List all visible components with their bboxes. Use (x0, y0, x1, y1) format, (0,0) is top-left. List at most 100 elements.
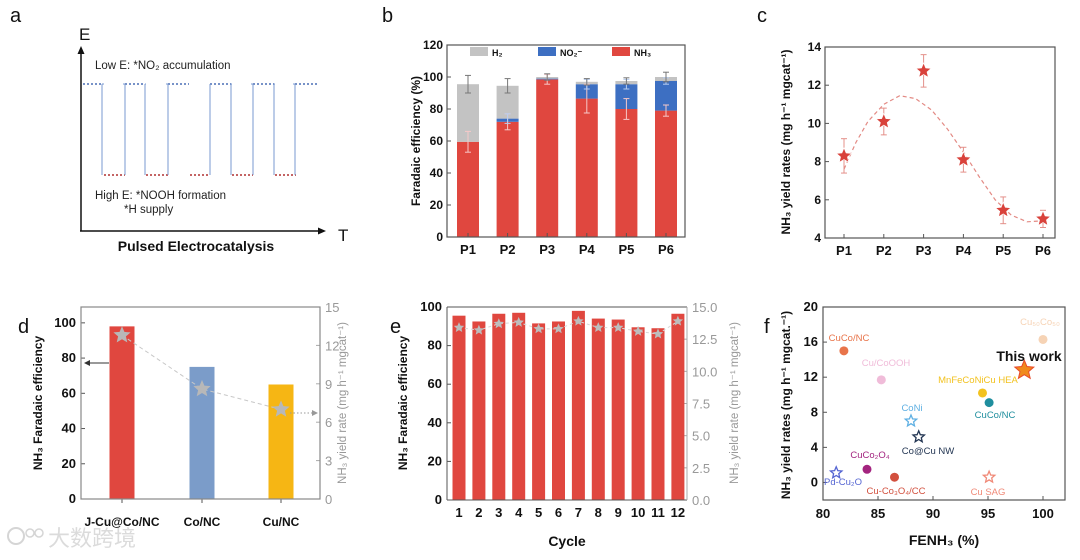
yield-star (493, 318, 504, 329)
point-label: Cu/CoOOH (862, 358, 911, 369)
y-tick-label: 60 (62, 385, 76, 400)
panel-label: b (382, 5, 393, 27)
panel-label: d (18, 316, 29, 338)
right-y-tick-label: 0.0 (692, 493, 710, 508)
x-tick-label: 11 (651, 505, 665, 520)
data-point-star (981, 469, 997, 484)
x-tick-label: 7 (575, 505, 582, 520)
y-tick-label: 10 (808, 116, 822, 130)
bar-cycle-3 (492, 313, 506, 500)
bar-cycle-4 (512, 312, 526, 500)
bar-cycle-8 (591, 318, 605, 500)
y-axis-title: NH₃ Faradaic efficiency (31, 336, 45, 471)
data-point-star (915, 62, 932, 78)
y-tick-label: 20 (62, 456, 76, 471)
plot-frame (80, 306, 321, 500)
watermark-logo-icon (25, 528, 35, 538)
high-e-note: High E: *NOOH formation (95, 190, 226, 202)
y-axis-label: E (79, 25, 90, 44)
bar-P2-series-0 (496, 121, 519, 237)
right-y-tick-label: 9 (325, 377, 332, 392)
y-tick-label: 4 (811, 439, 819, 454)
yield-star (672, 315, 684, 326)
data-point-circle (890, 472, 899, 482)
x-axis-label: T (338, 226, 348, 245)
y-tick-label: 40 (428, 415, 442, 430)
x-tick-label: 6 (555, 505, 562, 520)
bar-cycle-11 (651, 328, 665, 500)
plot-frame (446, 44, 686, 238)
yield-star (513, 316, 524, 327)
legend-label: H₂ (492, 48, 503, 58)
bar-cycle-6 (552, 321, 565, 500)
bar-cycle-5 (532, 323, 546, 500)
x-tick-label: 80 (816, 506, 830, 521)
y-tick-label: 80 (428, 338, 442, 353)
bar-P2-series-2 (496, 85, 519, 119)
data-point-circle (1038, 334, 1048, 344)
bar-P3-series-0 (536, 79, 559, 238)
right-y-tick-label: 6 (325, 415, 332, 430)
x-tick-label: P6 (1035, 243, 1051, 258)
yield-star (632, 325, 644, 336)
y-tick-label: 0 (435, 492, 442, 507)
y-tick-label: 6 (814, 193, 821, 207)
right-y-tick-label: 10.0 (692, 364, 717, 379)
yield-star (533, 323, 544, 334)
x-tick-label: 2 (475, 505, 482, 520)
point-label: Cu₅₀Co₅₀ (1020, 317, 1060, 328)
data-point-circle (876, 375, 886, 385)
y-tick-label: 12 (804, 369, 818, 384)
data-point-circle (978, 388, 987, 398)
right-y-tick-label: 15.0 (692, 300, 717, 315)
y-tick-label: 12 (808, 78, 822, 92)
right-y-axis-title: NH₃ yield rate (mg h⁻¹ mgcat⁻¹) (729, 322, 741, 484)
y-tick-label: 60 (430, 134, 444, 148)
y-tick-label: 80 (62, 350, 76, 365)
bar-P6-series-1 (655, 81, 677, 111)
point-label: CoNi (901, 403, 922, 414)
y-tick-label: 20 (430, 198, 444, 212)
y-tick-label: 16 (804, 334, 818, 349)
bar-cycle-7 (571, 310, 585, 500)
panel-label: f (764, 316, 770, 338)
point-label: Cu-Co₃O₄/CC (867, 486, 926, 497)
bar-P5-series-1 (615, 84, 638, 109)
y-tick-label: 20 (804, 299, 818, 314)
bar-cycle-1 (452, 315, 466, 500)
panel-label: a (10, 5, 22, 27)
data-point-circle (839, 346, 849, 356)
bar-P1-series-2 (457, 84, 479, 142)
y-axis-title: Faradaic efficiency (%) (409, 76, 423, 206)
y-tick-label: 40 (62, 421, 76, 436)
data-point-star (994, 201, 1012, 218)
right-y-axis-title: NH₃ yield rate (mg h⁻¹ mgcat⁻¹) (337, 322, 349, 484)
data-point-star (911, 429, 927, 444)
point-label: CuCo₂O₄ (850, 450, 889, 461)
watermark-logo-icon (34, 528, 44, 538)
right-y-tick-label: 0 (325, 492, 332, 507)
watermark-logo-icon (7, 527, 25, 545)
x-tick-label: 10 (631, 505, 645, 520)
watermark: 大数跨境 (7, 526, 136, 551)
yield-line (121, 334, 282, 410)
x-tick-label: P6 (658, 242, 674, 257)
right-y-tick-label: 7.5 (692, 397, 710, 412)
plot-frame (824, 46, 1056, 239)
x-tick-label: 5 (535, 505, 542, 520)
right-y-tick-label: 12.5 (692, 332, 717, 347)
bar-P4-series-0 (575, 98, 598, 237)
x-tick-label: 1 (455, 505, 462, 520)
arrow-head (312, 410, 318, 416)
legend-label: NH₃ (634, 48, 651, 58)
x-axis-title: Cycle (548, 533, 586, 549)
x-tick-label: 85 (871, 506, 885, 521)
panel-e-chart: e 0 20 40 60 80 100 0.0 2.5 5.0 7.5 10.0 12.5 15.0 NH₃… (390, 299, 741, 549)
x-axis-arrow-icon (318, 227, 326, 235)
x-tick-label: 100 (1032, 506, 1054, 521)
data-point-circle (984, 398, 994, 408)
yield-star (613, 322, 624, 332)
point-label: Cu SAG (971, 487, 1006, 498)
x-tick-label: P5 (995, 243, 1011, 258)
